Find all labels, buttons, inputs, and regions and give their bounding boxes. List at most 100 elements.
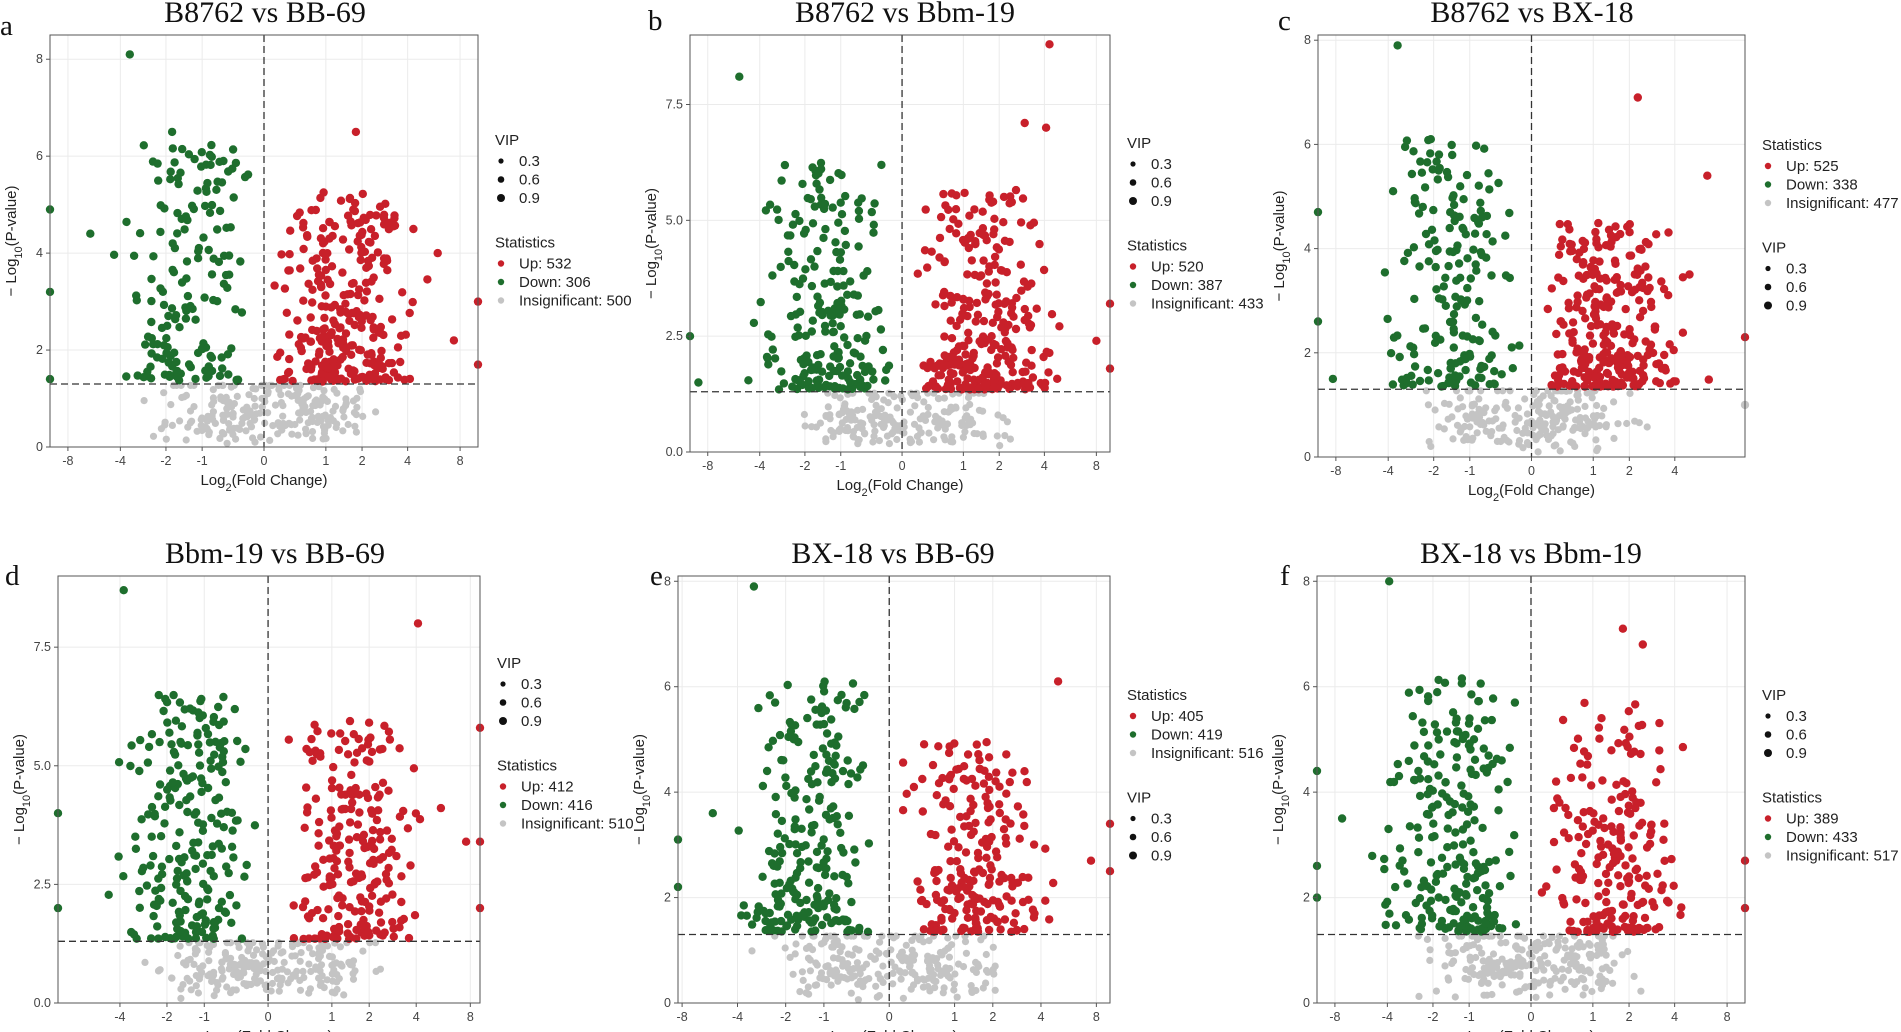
point-up [372,815,382,825]
point-down [1403,879,1412,888]
point-insignificant [250,394,258,403]
point-up [282,308,291,317]
point-up [1608,844,1617,853]
point-up [1567,246,1577,256]
point-insignificant [1431,406,1439,414]
point-insignificant [1598,412,1606,420]
point-insignificant [846,968,854,976]
point-down [158,354,167,363]
point-up [932,361,942,371]
point-insignificant [1514,953,1522,961]
point-insignificant [870,955,879,963]
point-insignificant [799,976,807,985]
point-insignificant [884,399,892,407]
point-up [946,291,955,301]
point-up [1564,304,1574,313]
point-insignificant [1492,404,1500,412]
x-tick-label: 2 [1626,464,1633,478]
point-down [1463,807,1473,816]
point-down [807,828,816,837]
y-tick-label: 6 [1304,137,1311,151]
point-up [1658,881,1667,890]
point-up [1574,271,1584,280]
point-outlier [1703,171,1712,180]
point-down [1461,365,1470,375]
point-insignificant [288,392,296,400]
point-up [1011,909,1020,918]
point-down [775,730,785,740]
point-insignificant [804,983,812,991]
point-up [971,317,980,326]
point-down [819,681,828,691]
point-up [347,770,356,780]
point-down [127,927,136,937]
point-down [1447,140,1456,150]
point-down [832,905,841,914]
point-insignificant [822,438,830,446]
point-down [171,315,180,324]
point-insignificant [906,961,914,970]
point-up [353,820,363,829]
point-down [807,927,816,936]
point-insignificant [319,395,327,403]
point-down [1449,200,1459,210]
point-insignificant [868,416,876,424]
point-down [819,233,828,243]
point-insignificant [250,965,258,973]
point-down [183,215,192,225]
point-down [137,815,146,824]
point-up [313,264,322,273]
point-up [317,282,326,292]
point-down [1410,194,1419,203]
point-up [940,301,949,311]
point-up [1559,900,1569,909]
legend-stats-title: Statistics [1127,238,1187,255]
point-down [847,897,856,907]
point-down [747,920,757,929]
point-up [404,933,414,943]
point-down [831,238,840,247]
point-insignificant [915,438,924,446]
point-insignificant [359,412,367,420]
point-down [151,886,160,895]
point-insignificant [1614,420,1622,428]
point-down [250,821,260,830]
point-insignificant [182,391,190,399]
point-down [791,925,800,934]
point-down [1484,911,1494,921]
point-down [1424,376,1434,385]
point-up [324,905,333,914]
point-insignificant [339,427,347,435]
point-down [177,722,187,731]
point-up [338,352,347,362]
point-down [1501,271,1511,280]
plot-border [57,575,481,1004]
point-up [1617,370,1627,379]
point-down [796,898,805,908]
point-insignificant [1484,958,1492,967]
point-down [804,357,813,367]
point-insignificant [1454,405,1462,413]
point-down [1368,851,1377,861]
point-insignificant [870,389,878,397]
point-down [808,219,818,228]
point-down [193,728,202,737]
y-tick-label: 8 [1303,574,1310,588]
point-down [207,140,216,150]
point-down [147,317,156,327]
point-down [149,252,158,261]
point-outlier [1426,135,1436,144]
point-insignificant [227,383,235,391]
point-up [389,924,398,933]
point-insignificant [872,947,880,955]
point-up [1623,926,1633,935]
point-outlier [86,229,95,238]
point-down [1466,745,1475,754]
point-insignificant [188,417,196,425]
legend-insignificant-item: Insignificant: 510 [521,816,634,833]
point-insignificant [268,979,276,988]
point-insignificant [850,972,859,980]
point-insignificant [1475,944,1483,952]
point-down [1427,225,1437,234]
